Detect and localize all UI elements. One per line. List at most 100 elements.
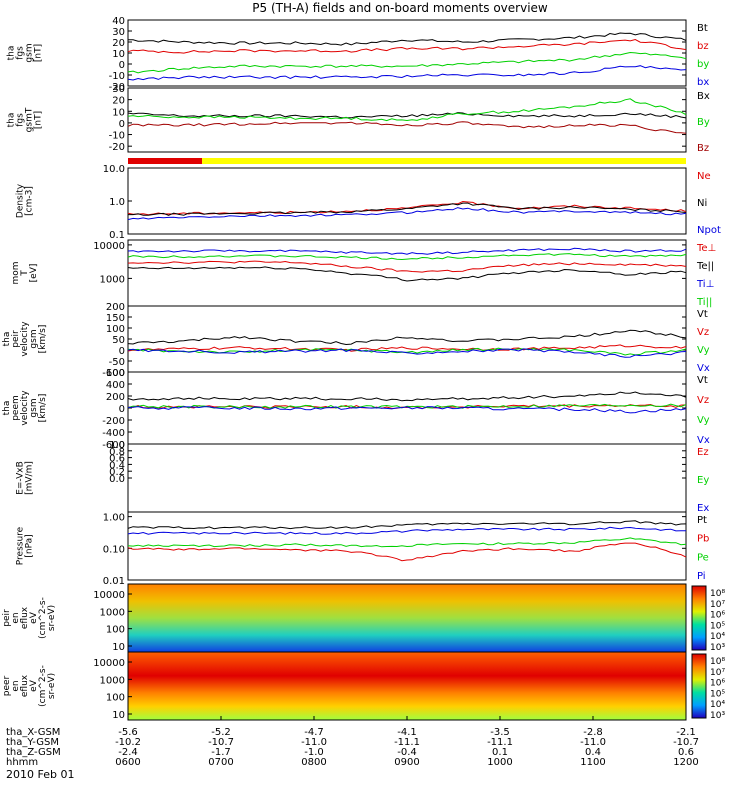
ylabel-fgs_gsmt-line: tha: [7, 113, 17, 128]
ylabel-peem_vel-line: [km/s]: [38, 394, 48, 423]
y-tick-label: 0.0: [109, 474, 125, 485]
ylabel-peer_eflux-line: eV: [29, 679, 39, 692]
panel-frame: [127, 443, 687, 513]
series-density-1: [128, 202, 687, 216]
y-tick-label: -100: [102, 368, 125, 379]
time-axis-row-label: tha_Y-GSM: [6, 737, 59, 748]
legend-temp-0: Te⊥: [696, 243, 716, 254]
ylabel-peir_eflux-line: eflux: [20, 606, 30, 629]
y-tick-label: 10: [112, 107, 125, 118]
legend-fgs_gsmt-1: By: [697, 117, 710, 128]
ylabel-peer_eflux-line: tha: [0, 679, 3, 694]
series-temp-2: [127, 247, 687, 255]
ylabel-peer_eflux-line: eflux: [20, 674, 30, 697]
legend-fgs-2: by: [697, 59, 709, 70]
y-tick-label: 0.6: [109, 454, 125, 465]
ylabel-fgs-line: fgs: [16, 46, 26, 60]
legend-efield-1: Ey: [697, 475, 709, 486]
series-peem_vel-2: [127, 403, 687, 409]
y-tick-label: 0: [119, 119, 125, 130]
ylabel-temp-line: [eV]: [29, 264, 39, 283]
colorbar-tick-label: 10⁸: [710, 657, 725, 667]
series-peir_vel-1: [127, 344, 687, 352]
y-tick-label: 1.0: [109, 197, 125, 208]
y-tick-label: 10000: [93, 590, 125, 601]
panel-pressure: 1.00 0.10 0.01 Pt Pb Pe Pi: [103, 511, 709, 587]
legend-pressure-3: Pi: [697, 571, 706, 582]
colorbar: [691, 585, 707, 651]
legend-density-1: Ni: [697, 198, 707, 209]
time-axis-row-label: hhmm: [6, 757, 38, 768]
ylabel-efield-line: E=-VxB: [16, 461, 26, 495]
ylabel-peir_eflux-line: sr-eV): [47, 605, 57, 631]
time-axis-value: -10.7: [208, 737, 234, 748]
y-tick-label: 10000: [93, 241, 125, 252]
legend-peir_vel-2: Vy: [697, 345, 710, 356]
ylabel-temp-line: mom: [11, 261, 21, 284]
y-tick-label: 20: [112, 38, 125, 49]
legend-fgs-3: bx: [697, 77, 709, 88]
colorbar-tick-label: 10⁷: [710, 668, 725, 678]
y-tick-label: 400: [106, 380, 125, 391]
y-tick-label: 1.00: [103, 513, 125, 524]
legend-temp-3: Ti||: [696, 297, 712, 308]
time-axis-value: -4.1: [397, 727, 417, 738]
legend-density-2: Npot: [697, 225, 721, 236]
panel-efield: 1.00.80.60.40.20.0 Ez Ey Ex: [109, 440, 709, 514]
y-tick-label: 0.01: [103, 576, 125, 587]
panel-frame: [127, 87, 687, 153]
series-temp-0: [127, 260, 687, 273]
y-tick-label: -20: [109, 82, 125, 93]
time-axis-value: -11.0: [301, 737, 327, 748]
y-tick-label: 1000: [100, 675, 125, 686]
ylabel-peer_eflux-line: sr-eV): [47, 673, 57, 699]
ylabel-density-line: Density: [16, 183, 26, 218]
ylabel-peir_vel-line: tha: [2, 332, 12, 347]
time-axis: tha_X-GSM -5.6 -5.2 -4.7 -4.1 -3.5 -2.8 -2.1 tha…: [6, 716, 699, 768]
status-bar-red: [128, 158, 202, 164]
colorbar-tick-label: 10³: [710, 643, 725, 653]
ylabel-peir_eflux-line: (cm^2-s-: [38, 597, 48, 639]
ylabel-peem_vel-line: velocity: [20, 390, 30, 426]
time-axis-value: -11.1: [487, 737, 513, 748]
y-tick-label: 10: [112, 49, 125, 60]
legend-peem_vel-3: Vx: [697, 435, 710, 446]
spectrogram-fill: [128, 652, 686, 720]
y-tick-label: -400: [102, 428, 125, 439]
legend-pressure-0: Pt: [697, 515, 707, 526]
y-tick-label: -200: [102, 416, 125, 427]
legend-fgs-0: Bt: [697, 23, 708, 34]
series-temp-1: [127, 266, 687, 282]
legend-density-0: Ne: [697, 171, 711, 182]
y-tick-label: 30: [112, 27, 125, 38]
legend-temp-2: Ti⊥: [696, 279, 714, 290]
ylabel-peir_vel-line: velocity: [20, 321, 30, 357]
ylabel-peir_vel-line: gsm: [29, 329, 39, 348]
time-axis-value: -10.7: [673, 737, 699, 748]
ylabel-peir_eflux-line: eV: [29, 611, 39, 624]
y-tick-label: 10.0: [103, 164, 125, 175]
ylabel-fgs_gsmt-line: [nT]: [34, 111, 44, 129]
time-axis-value: -5.6: [118, 727, 138, 738]
series-peir_vel-3: [127, 348, 687, 358]
y-tick-label: 1000: [100, 274, 125, 285]
legend-fgs_gsmt-0: Bx: [697, 91, 710, 102]
ylabel-peem_vel-line: peem: [11, 395, 21, 421]
time-axis-row-label: tha_X-GSM: [6, 727, 60, 738]
series-density-2: [127, 207, 687, 221]
y-tick-label: -10: [109, 131, 125, 142]
legend-peem_vel-2: Vy: [697, 415, 710, 426]
y-tick-label: -600: [102, 440, 125, 451]
ylabel-peir_eflux-line: en: [11, 612, 21, 623]
time-axis-value: -10.2: [115, 737, 141, 748]
y-tick-label: -10: [109, 71, 125, 82]
legend-peir_vel-0: Vt: [697, 309, 708, 320]
colorbar-tick-label: 10⁶: [710, 611, 725, 621]
time-axis-value: 1100: [580, 757, 605, 768]
ylabel-fgs-line: gsm: [25, 43, 35, 62]
y-tick-label: 200: [106, 302, 125, 313]
